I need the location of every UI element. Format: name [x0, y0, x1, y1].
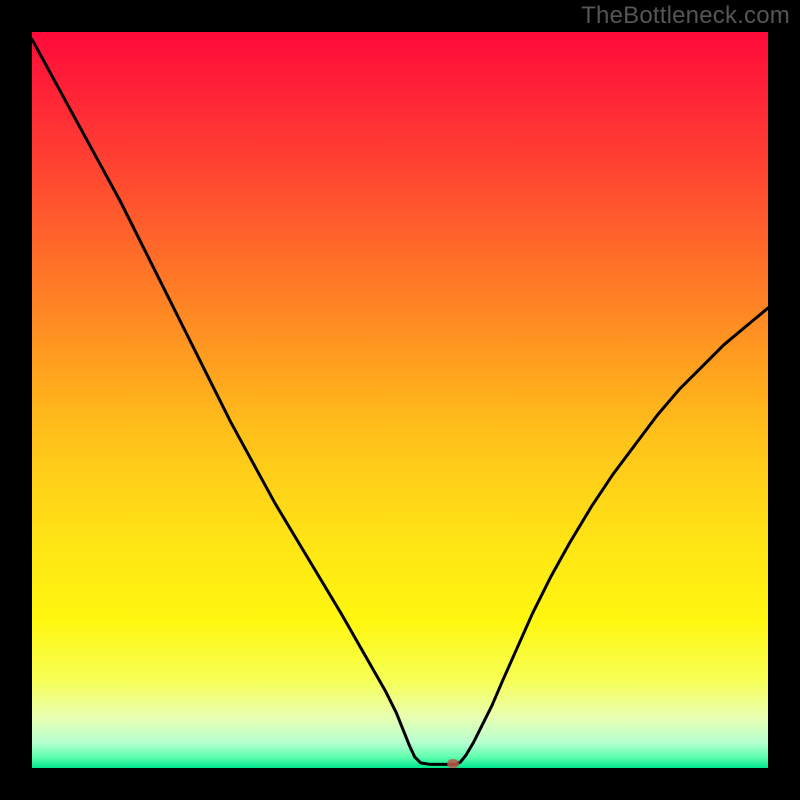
- minimum-marker: [447, 759, 459, 768]
- watermark-text: TheBottleneck.com: [581, 2, 790, 30]
- outer-frame: TheBottleneck.com: [0, 0, 800, 800]
- bottleneck-chart: [32, 32, 768, 768]
- plot-background: [32, 32, 768, 768]
